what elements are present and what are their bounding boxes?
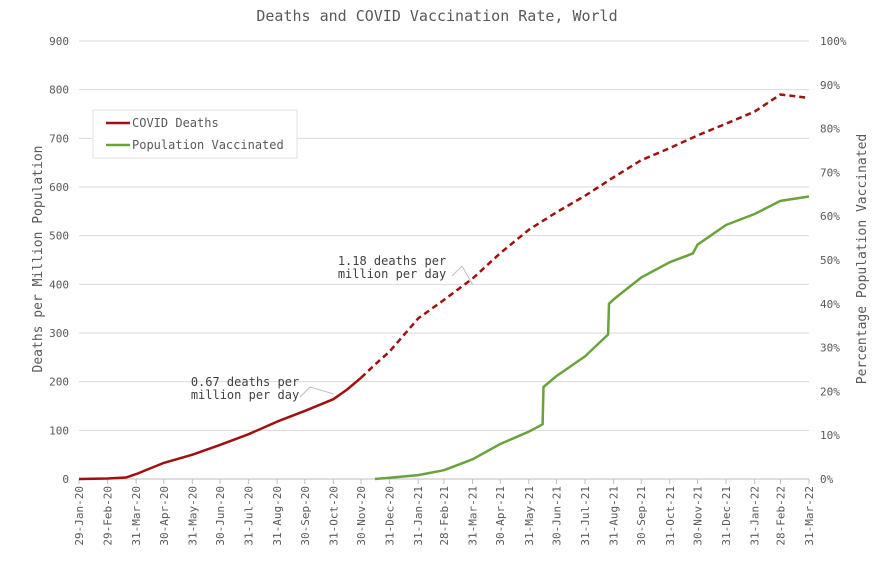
x-tick-label: 31-Oct-21: [664, 486, 677, 546]
x-tick-label: 31-Aug-21: [608, 486, 621, 546]
tick-labels: 0 100 200 300 400 500 600 700 800 900 0% 10% 20% 30% 4…: [49, 35, 847, 546]
x-tick-label: 30-Apr-21: [494, 486, 507, 546]
legend-label-population-vaccinated: Population Vaccinated: [132, 138, 284, 152]
y2-tick-label: 70%: [820, 166, 840, 179]
x-tick-label: 31-Aug-20: [271, 486, 284, 546]
y-tick-label: 400: [49, 278, 69, 291]
y2-tick-label: 40%: [820, 298, 840, 311]
annotation-leader: [451, 265, 463, 277]
annotations: 0.67 deaths per million per day 1.18 death…: [191, 254, 474, 402]
y2-tick-label: 90%: [820, 79, 840, 92]
x-tick-label: 29-Feb-20: [102, 486, 115, 546]
x-tick-label: 28-Feb-22: [774, 486, 787, 546]
series-line-population-vaccinated: [374, 195, 810, 481]
x-tick-label: 30-Sep-21: [635, 486, 648, 546]
chart-title: Deaths and COVID Vaccination Rate, World: [256, 7, 617, 25]
grid: [78, 40, 810, 484]
x-tick-label: 30-Nov-20: [355, 486, 368, 546]
y-tick-label: 700: [49, 132, 69, 145]
x-tick-label: 31-Dec-20: [384, 486, 397, 546]
x-tick-label: 31-Dec-21: [720, 486, 733, 546]
y-tick-label: 100: [49, 424, 69, 437]
x-tick-label: 31-Mar-21: [467, 486, 480, 546]
x-tick-label: 29-Jan-20: [73, 486, 86, 546]
legend-box: [92, 109, 298, 159]
x-tick-label: 31-May-21: [523, 486, 536, 546]
y2-axis-title: Percentage Population Vaccinated: [855, 134, 870, 384]
x-tick-label: 30-Apr-20: [158, 486, 171, 546]
y2-tick-label: 50%: [820, 254, 840, 267]
legend-label-covid-deaths: COVID Deaths: [132, 116, 219, 130]
y-axis-title: Deaths per Million Population: [31, 146, 46, 373]
x-tick-label: 28-Feb-21: [438, 486, 451, 546]
y-tick-label: 600: [49, 181, 69, 194]
x-tick-label: 31-Mar-22: [803, 486, 816, 546]
series-line-covid-deaths-dashed: [360, 93, 810, 379]
x-tick-label: 31-Jul-20: [243, 486, 256, 546]
y2-tick-label: 100%: [820, 35, 847, 48]
legend: COVID Deaths Population Vaccinated: [92, 109, 298, 159]
x-tick-label: 31-May-20: [186, 486, 199, 546]
x-tick-label: 30-Nov-21: [691, 486, 704, 546]
annotation-leader: [461, 265, 474, 285]
x-tick-label: 30-Jun-20: [214, 486, 227, 546]
y-tick-label: 300: [49, 327, 69, 340]
y-tick-label: 200: [49, 376, 69, 389]
x-tick-label: 31-Oct-20: [327, 486, 340, 546]
x-tick-label: 31-Jan-21: [412, 486, 425, 546]
x-tick-label: 31-Mar-20: [130, 486, 143, 546]
annotation-text: 0.67 deaths per million per day: [191, 375, 299, 402]
y2-tick-label: 60%: [820, 210, 840, 223]
y-tick-label: 900: [49, 35, 69, 48]
y2-tick-label: 10%: [820, 429, 840, 442]
annotation-text: 1.18 deaths per million per day: [338, 254, 446, 281]
series: [78, 93, 810, 481]
x-tick-label: 30-Jun-21: [550, 486, 563, 546]
x-tick-label: 31-Jan-22: [749, 486, 762, 546]
y2-tick-label: 0%: [820, 473, 834, 486]
y2-tick-label: 30%: [820, 342, 840, 355]
y-tick-label: 500: [49, 230, 69, 243]
x-tick-label: 30-Sep-20: [299, 486, 312, 546]
x-tick-label: 31-Jul-21: [579, 486, 592, 546]
y2-tick-label: 20%: [820, 385, 840, 398]
annotation-leader: [299, 386, 311, 398]
annotation-leader: [309, 386, 334, 395]
series-line-covid-deaths: [78, 376, 362, 481]
y2-tick-label: 80%: [820, 123, 840, 136]
y-tick-label: 0: [62, 473, 69, 486]
y-tick-label: 800: [49, 84, 69, 97]
